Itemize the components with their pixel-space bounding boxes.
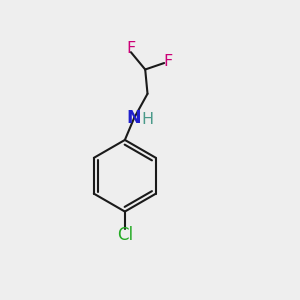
- Text: N: N: [127, 109, 141, 127]
- Text: F: F: [164, 54, 173, 69]
- Text: F: F: [126, 40, 136, 56]
- Text: H: H: [142, 112, 154, 128]
- Text: Cl: Cl: [117, 226, 133, 244]
